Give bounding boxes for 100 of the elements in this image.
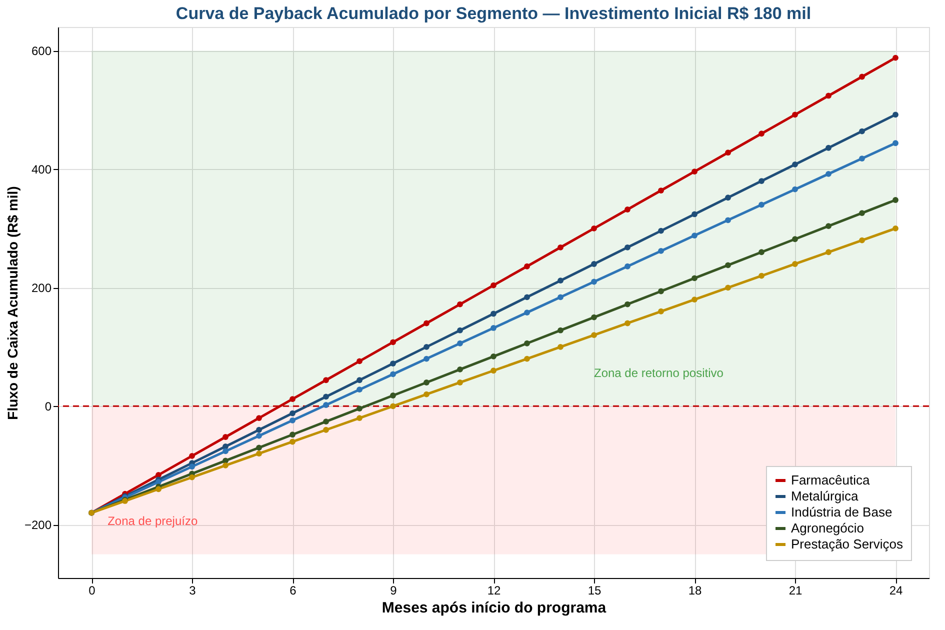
legend-label: Metalúrgica <box>791 488 859 504</box>
point <box>658 188 664 194</box>
legend-label: Farmacêutica <box>791 472 871 488</box>
y-tick-label: 600 <box>31 44 52 58</box>
point <box>859 74 865 80</box>
point <box>390 371 396 378</box>
x-tick-label: 24 <box>889 584 903 598</box>
point <box>725 217 731 224</box>
point <box>692 168 698 175</box>
x-tick-label: 3 <box>189 584 196 598</box>
point <box>692 275 698 282</box>
x-tick-label: 12 <box>487 584 501 598</box>
point <box>424 356 430 362</box>
point <box>424 380 430 386</box>
point <box>323 426 329 433</box>
point <box>792 186 798 192</box>
point <box>189 474 195 480</box>
point <box>524 340 530 346</box>
point <box>558 278 564 284</box>
legend-label: Indústria de Base <box>791 504 892 520</box>
legend-label: Prestação Serviços <box>791 536 904 552</box>
point <box>558 294 564 300</box>
point <box>156 479 162 485</box>
x-tick-label: 0 <box>88 584 96 598</box>
point <box>390 339 396 346</box>
point <box>792 261 798 267</box>
point <box>826 223 832 230</box>
point <box>859 237 865 244</box>
point <box>591 225 597 232</box>
point <box>692 211 698 218</box>
point <box>424 320 430 326</box>
point <box>490 282 496 288</box>
point <box>222 448 228 454</box>
point <box>725 194 731 201</box>
point <box>356 386 362 393</box>
point <box>222 434 228 440</box>
point <box>256 432 262 439</box>
point <box>725 150 731 156</box>
point <box>758 272 764 279</box>
point <box>457 301 463 308</box>
point <box>758 178 764 184</box>
point <box>290 432 296 438</box>
point <box>256 415 262 421</box>
point <box>892 112 898 118</box>
point <box>826 170 832 177</box>
point <box>658 248 664 254</box>
point <box>524 310 530 316</box>
y-tick-label: 200 <box>31 281 52 296</box>
point <box>558 344 564 350</box>
point <box>323 418 329 425</box>
x-tick-label: 21 <box>788 584 802 598</box>
point <box>457 366 463 372</box>
point <box>591 332 597 338</box>
point <box>490 310 496 317</box>
point <box>390 403 396 410</box>
point <box>256 426 262 433</box>
point <box>859 128 865 134</box>
point <box>356 406 362 412</box>
y-axis-title: Fluxo de Caixa Acumulado (R$ mil) <box>4 186 20 420</box>
point <box>524 294 530 300</box>
band-label: Zona de prejuízo <box>108 514 198 528</box>
point <box>692 232 698 239</box>
point <box>323 394 329 400</box>
point <box>524 356 530 362</box>
point <box>624 301 630 308</box>
point <box>490 325 496 331</box>
point <box>725 262 731 268</box>
point <box>792 236 798 242</box>
point <box>725 284 731 291</box>
point <box>156 486 162 492</box>
point <box>658 288 664 294</box>
point <box>424 344 430 350</box>
point <box>356 415 362 421</box>
point <box>490 368 496 374</box>
point <box>892 225 898 232</box>
point <box>457 380 463 386</box>
point <box>457 327 463 334</box>
point <box>859 210 865 216</box>
point <box>624 244 630 250</box>
point <box>826 249 832 256</box>
point <box>323 377 329 384</box>
point <box>490 353 496 360</box>
point <box>256 444 262 451</box>
point <box>290 410 296 416</box>
point <box>658 308 664 314</box>
y-tick-label: 400 <box>31 162 52 177</box>
point <box>624 320 630 326</box>
x-tick-label: 9 <box>390 584 398 598</box>
point <box>457 340 463 346</box>
point <box>356 377 362 384</box>
point <box>826 92 832 99</box>
point <box>758 130 764 137</box>
point <box>792 162 798 168</box>
point <box>658 228 664 234</box>
point <box>222 462 228 468</box>
point <box>892 140 898 146</box>
point <box>558 327 564 334</box>
point <box>624 206 630 212</box>
point <box>558 244 564 250</box>
x-tick-label: 18 <box>688 584 702 598</box>
